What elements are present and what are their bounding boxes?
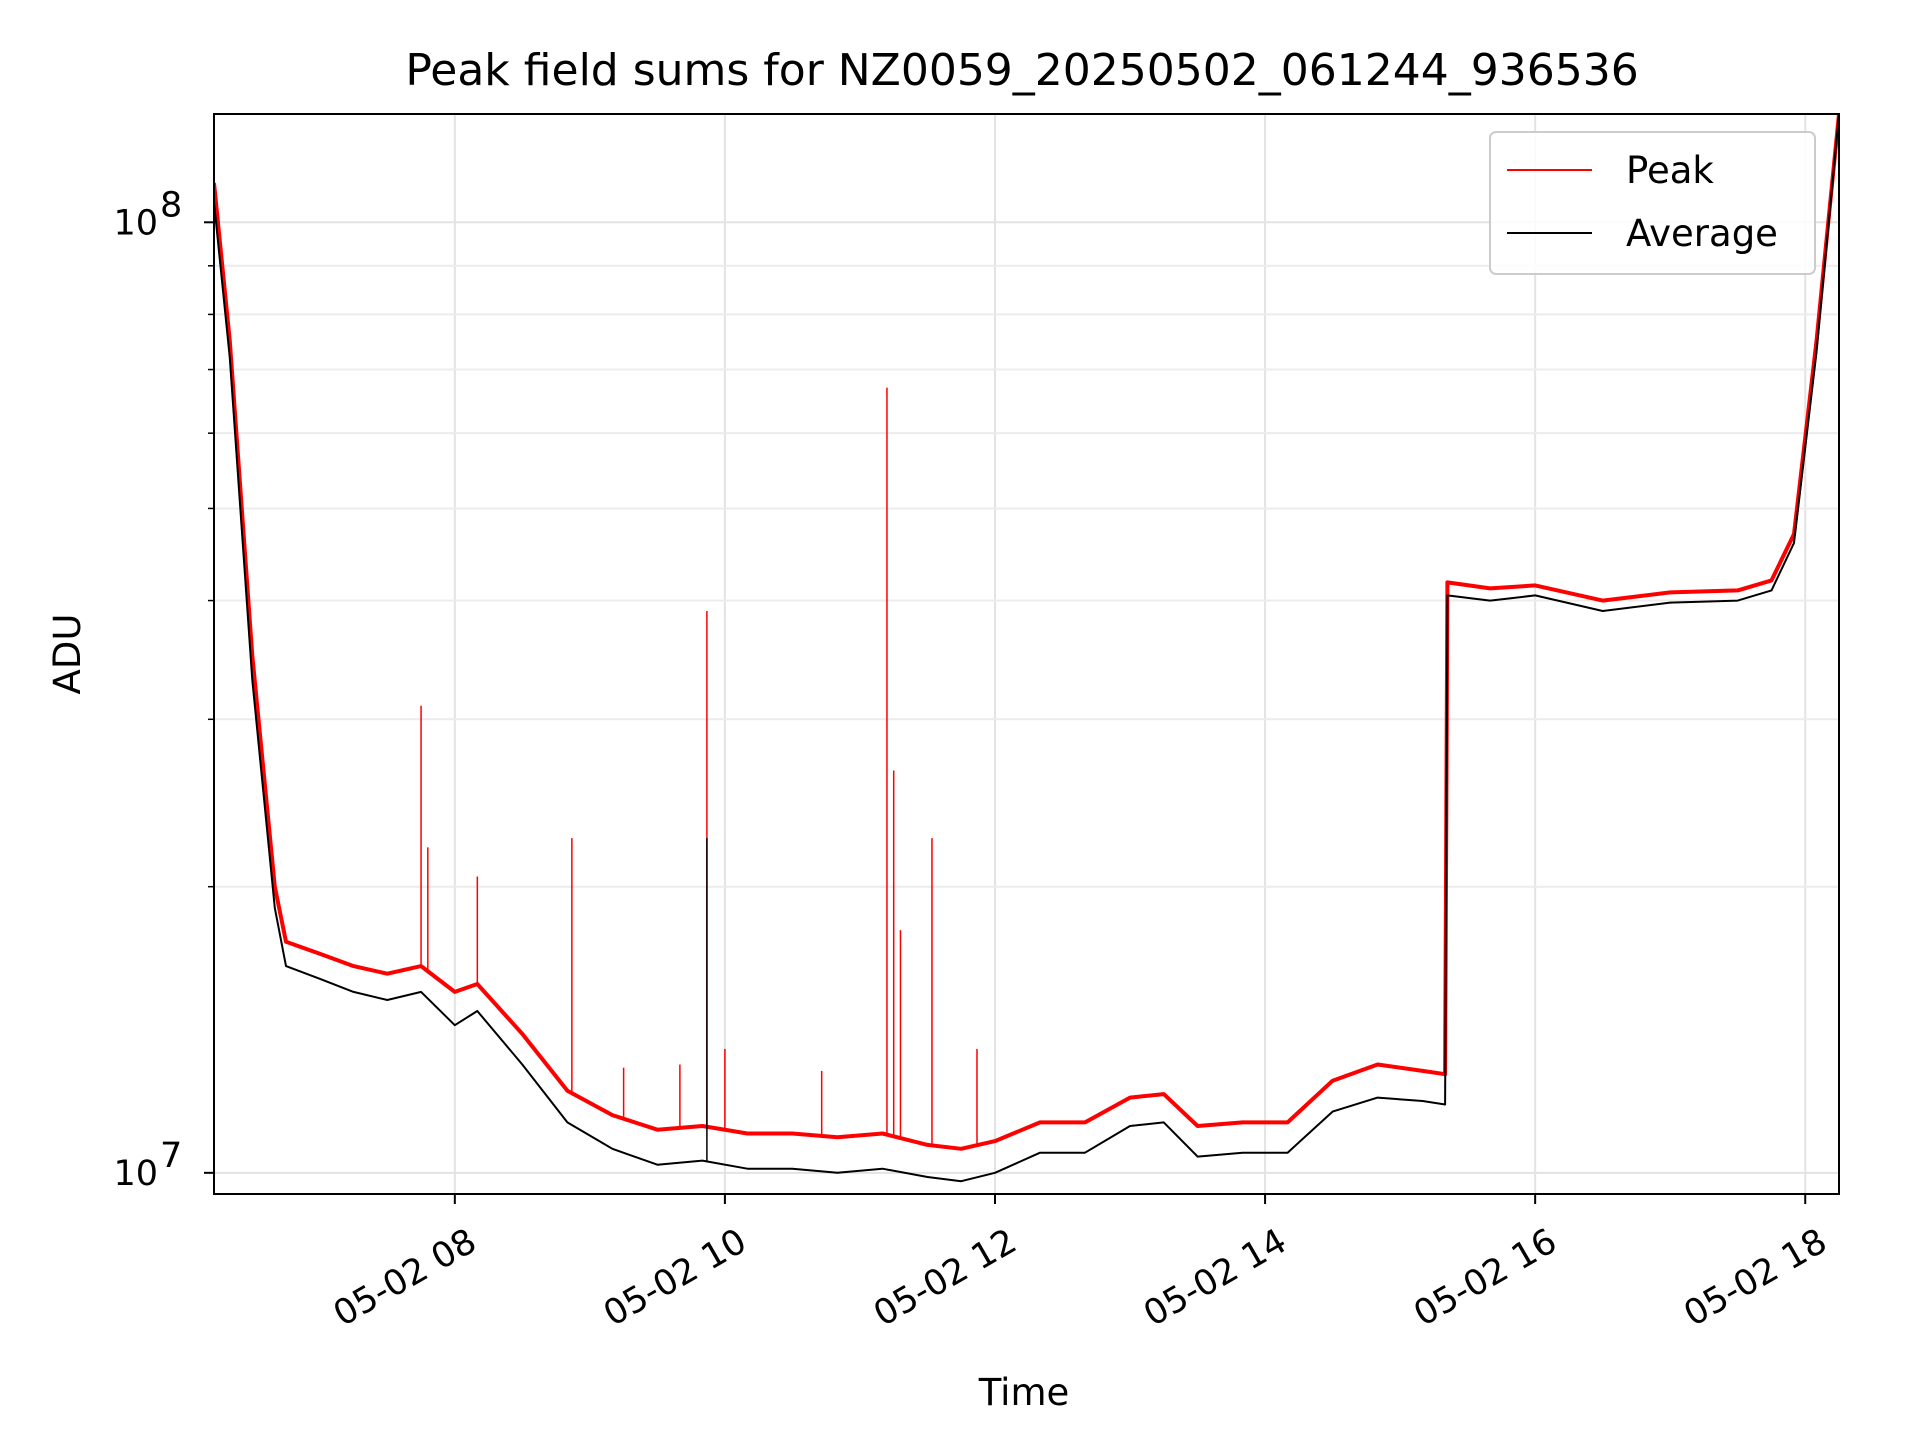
x-tick-label: 05-02 14: [1137, 1221, 1293, 1334]
series-line-average: [214, 114, 1839, 1183]
legend: Peak Average: [1489, 131, 1816, 275]
legend-label-peak: Peak: [1626, 149, 1714, 192]
x-tick-label: 05-02 12: [867, 1221, 1023, 1334]
chart-title: Peak field sums for NZ0059_20250502_0612…: [405, 45, 1638, 96]
grid: [214, 114, 1839, 1194]
y-tick-exponent: 7: [160, 1136, 182, 1176]
y-axis-label: ADU: [46, 614, 89, 695]
x-tick-label: 05-02 08: [327, 1221, 483, 1334]
plot-frame: [213, 113, 1840, 1195]
series-layer: [214, 114, 1839, 1183]
legend-box: [1489, 131, 1816, 275]
x-axis-ticks: 05-02 08 05-02 10 05-02 12 05-02 14 05-02 16…: [327, 1194, 1834, 1335]
legend-label-average: Average: [1626, 212, 1778, 255]
y-tick-label: 10: [113, 203, 158, 243]
x-tick-label: 05-02 10: [597, 1221, 753, 1334]
series-line-peak: [214, 114, 1839, 1151]
x-tick-label: 05-02 16: [1407, 1221, 1563, 1334]
x-axis-label: Time: [978, 1371, 1070, 1414]
y-tick-exponent: 8: [160, 185, 182, 225]
x-tick-label: 05-02 18: [1677, 1221, 1833, 1334]
y-tick-label: 10: [113, 1154, 158, 1194]
